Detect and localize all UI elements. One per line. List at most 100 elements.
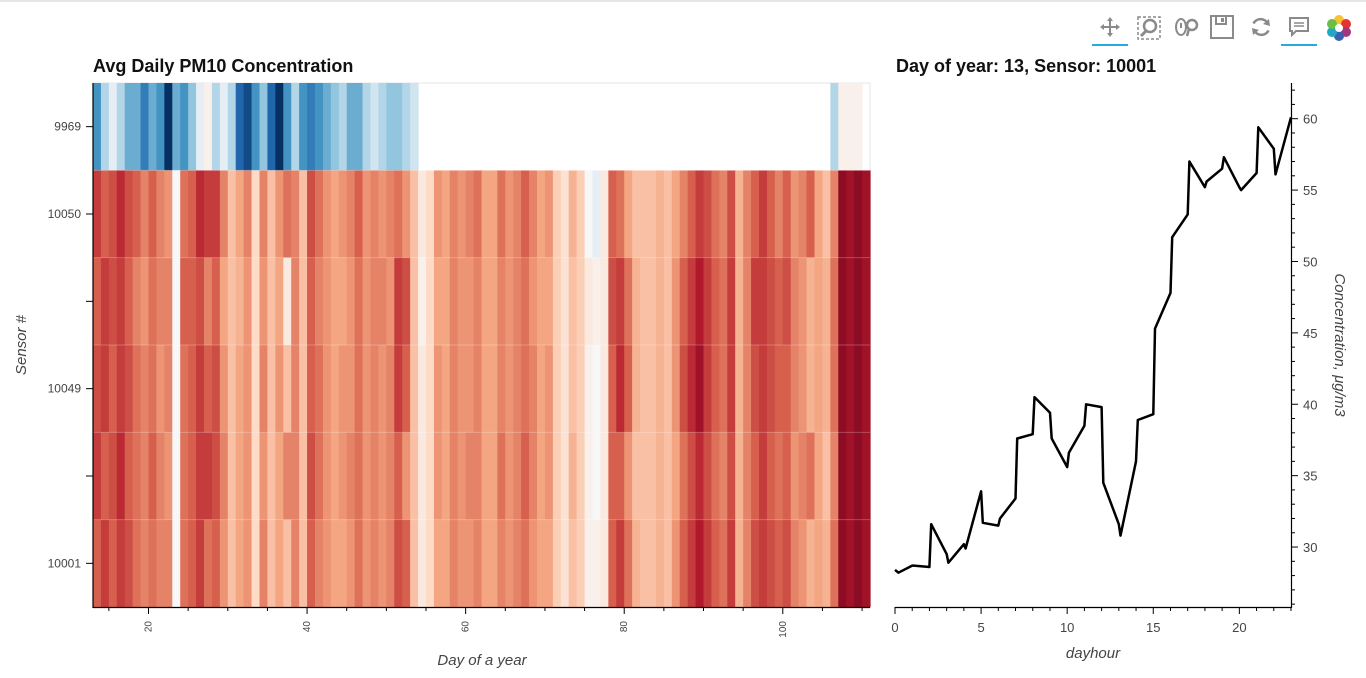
heatmap-cell [283, 258, 292, 346]
heatmap-cell [426, 258, 435, 346]
heatmap-cell [101, 432, 110, 520]
heatmap-cell [267, 432, 276, 520]
heatmap-cell [854, 345, 863, 433]
heatmap-cell [267, 170, 276, 258]
heatmap-cell [244, 83, 253, 171]
heatmap-cell [410, 432, 419, 520]
heatmap-cell [648, 258, 657, 346]
heatmap-cell [307, 83, 316, 171]
heatmap-cell [331, 170, 340, 258]
heatmap-cell [482, 432, 491, 520]
heatmap-cell [577, 170, 586, 258]
heatmap-cell [822, 170, 831, 258]
heatmap-cell [196, 170, 205, 258]
heatmap-cell [236, 432, 245, 520]
heatmap-cell [830, 170, 839, 258]
heatmap-cell [363, 258, 372, 346]
heatmap-cell [854, 170, 863, 258]
heatmap-cell [252, 520, 261, 608]
heatmap-cell [204, 83, 213, 171]
heatmap-cell [283, 83, 292, 171]
heatmap-cell [585, 345, 594, 433]
heatmap-cell [339, 258, 348, 346]
heatmap-cell [696, 170, 705, 258]
heatmap-cell [838, 170, 847, 258]
heatmap-cell [339, 432, 348, 520]
heatmap-cell [402, 170, 411, 258]
heatmap-cell [759, 432, 768, 520]
heatmap-cell [807, 258, 816, 346]
heatmap-cell [759, 520, 768, 608]
heatmap-cell [553, 432, 562, 520]
heatmap-cell [299, 170, 308, 258]
heatmap-cell [125, 258, 134, 346]
heatmap-cell [624, 170, 633, 258]
heatmap-cell [331, 258, 340, 346]
heatmap-cell [743, 170, 752, 258]
heatmap-cell [299, 520, 308, 608]
heatmap-cell [466, 170, 475, 258]
heatmap-cell [513, 432, 522, 520]
heatmap-cell [466, 432, 475, 520]
heatmap-cell [751, 520, 760, 608]
heatmap-cell [656, 170, 665, 258]
heatmap-cell [711, 258, 720, 346]
heatmap-cell [386, 83, 395, 171]
heatmap-cell [386, 520, 395, 608]
heatmap-cell [711, 170, 720, 258]
heatmap-cell [664, 432, 673, 520]
heatmap-cell [141, 432, 150, 520]
heatmap-cell [363, 432, 372, 520]
heatmap-cell [505, 170, 514, 258]
heatmap-cell [371, 432, 380, 520]
heatmap-cell [846, 170, 855, 258]
heatmap-cell [180, 345, 189, 433]
heatmap-x-tick-label: 40 [302, 621, 313, 633]
heatmap-cell [315, 83, 324, 171]
heatmap-cell [656, 258, 665, 346]
heatmap-cell [172, 432, 181, 520]
heatmap-cell [807, 170, 816, 258]
heatmap-cell [846, 520, 855, 608]
heatmap-cell [291, 520, 300, 608]
heatmap-cell [719, 258, 728, 346]
heatmap-cell [585, 258, 594, 346]
heatmap-cell [204, 345, 213, 433]
heatmap-cell [260, 520, 269, 608]
heatmap-cell [196, 258, 205, 346]
heatmap-cell [442, 520, 451, 608]
heatmap-cell [339, 345, 348, 433]
heatmap-cell [624, 258, 633, 346]
heatmap-cell [807, 520, 816, 608]
heatmap-cell [672, 432, 681, 520]
heatmap-cell [283, 432, 292, 520]
heatmap-plot[interactable]: 20 40 60 80 100 9969 10050 10049 10001 Day of a … [13, 83, 871, 669]
heatmap-cell [854, 258, 863, 346]
line-chart-axes: 0 5 10 15 2030354045505560 [891, 83, 1317, 635]
heatmap-cell [156, 520, 165, 608]
heatmap-cell [505, 345, 514, 433]
heatmap-cell [830, 258, 839, 346]
heatmap-cell [228, 345, 237, 433]
heatmap-cell [799, 170, 808, 258]
heatmap-cell [220, 520, 229, 608]
line-x-tick-label: 5 [977, 620, 984, 635]
heatmap-cell [688, 345, 697, 433]
heatmap-cell [196, 345, 205, 433]
heatmap-cell [751, 432, 760, 520]
line-chart-plot[interactable]: 0 5 10 15 20 30 35 40 45 50 55 60 dayhour Concentra… [891, 83, 1348, 662]
heatmap-cell [656, 432, 665, 520]
heatmap-cell [648, 170, 657, 258]
heatmap-cell [735, 258, 744, 346]
heatmap-cell [656, 520, 665, 608]
heatmap-cell [497, 258, 506, 346]
heatmap-cell [109, 520, 118, 608]
heatmap-cell [378, 520, 387, 608]
heatmap-cell [775, 345, 784, 433]
line-y-tick-label: 50 [1303, 254, 1317, 269]
heatmap-cell [386, 258, 395, 346]
heatmap-cell [434, 170, 443, 258]
heatmap-cell [117, 345, 126, 433]
heatmap-cell [101, 170, 110, 258]
heatmap-cell [799, 432, 808, 520]
